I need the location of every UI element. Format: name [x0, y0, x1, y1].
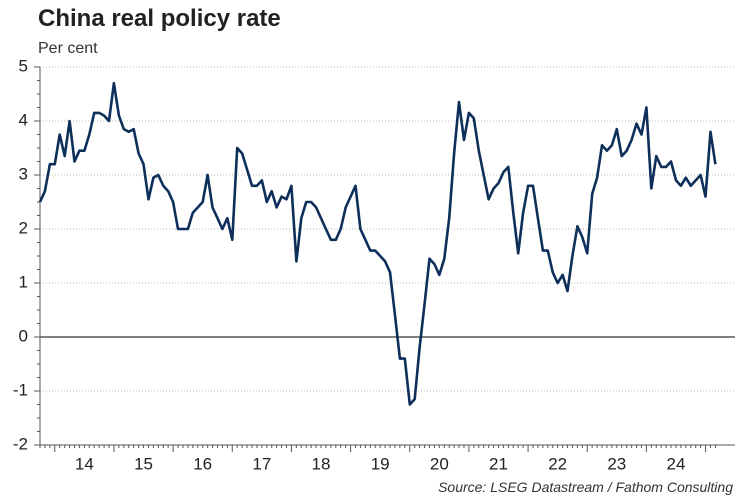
y-tick-label: 1 [19, 272, 28, 291]
y-tick-label: -2 [13, 434, 28, 453]
x-tick-label: 23 [607, 454, 626, 473]
x-tick-label: 19 [371, 454, 390, 473]
chart-title: China real policy rate [38, 5, 281, 32]
chart-subtitle: Per cent [38, 40, 98, 57]
x-tick-label: 21 [489, 454, 508, 473]
y-tick-label: 0 [19, 326, 28, 345]
x-tick-label: 22 [548, 454, 567, 473]
source-note: Source: LSEG Datastream / Fathom Consult… [438, 479, 733, 495]
x-tick-label: 17 [252, 454, 271, 473]
x-tick-label: 16 [193, 454, 212, 473]
x-tick-label: 15 [134, 454, 153, 473]
x-tick-label: 20 [430, 454, 449, 473]
x-tick-label: 24 [667, 454, 686, 473]
y-tick-label: 2 [19, 218, 28, 237]
data-line [38, 81, 717, 406]
y-tick-label: -1 [13, 380, 28, 399]
x-tick-label: 14 [75, 454, 94, 473]
x-tick-label: 18 [312, 454, 331, 473]
y-tick-label: 3 [19, 164, 28, 183]
y-tick-label: 5 [19, 56, 28, 75]
y-tick-label: 4 [19, 110, 28, 129]
